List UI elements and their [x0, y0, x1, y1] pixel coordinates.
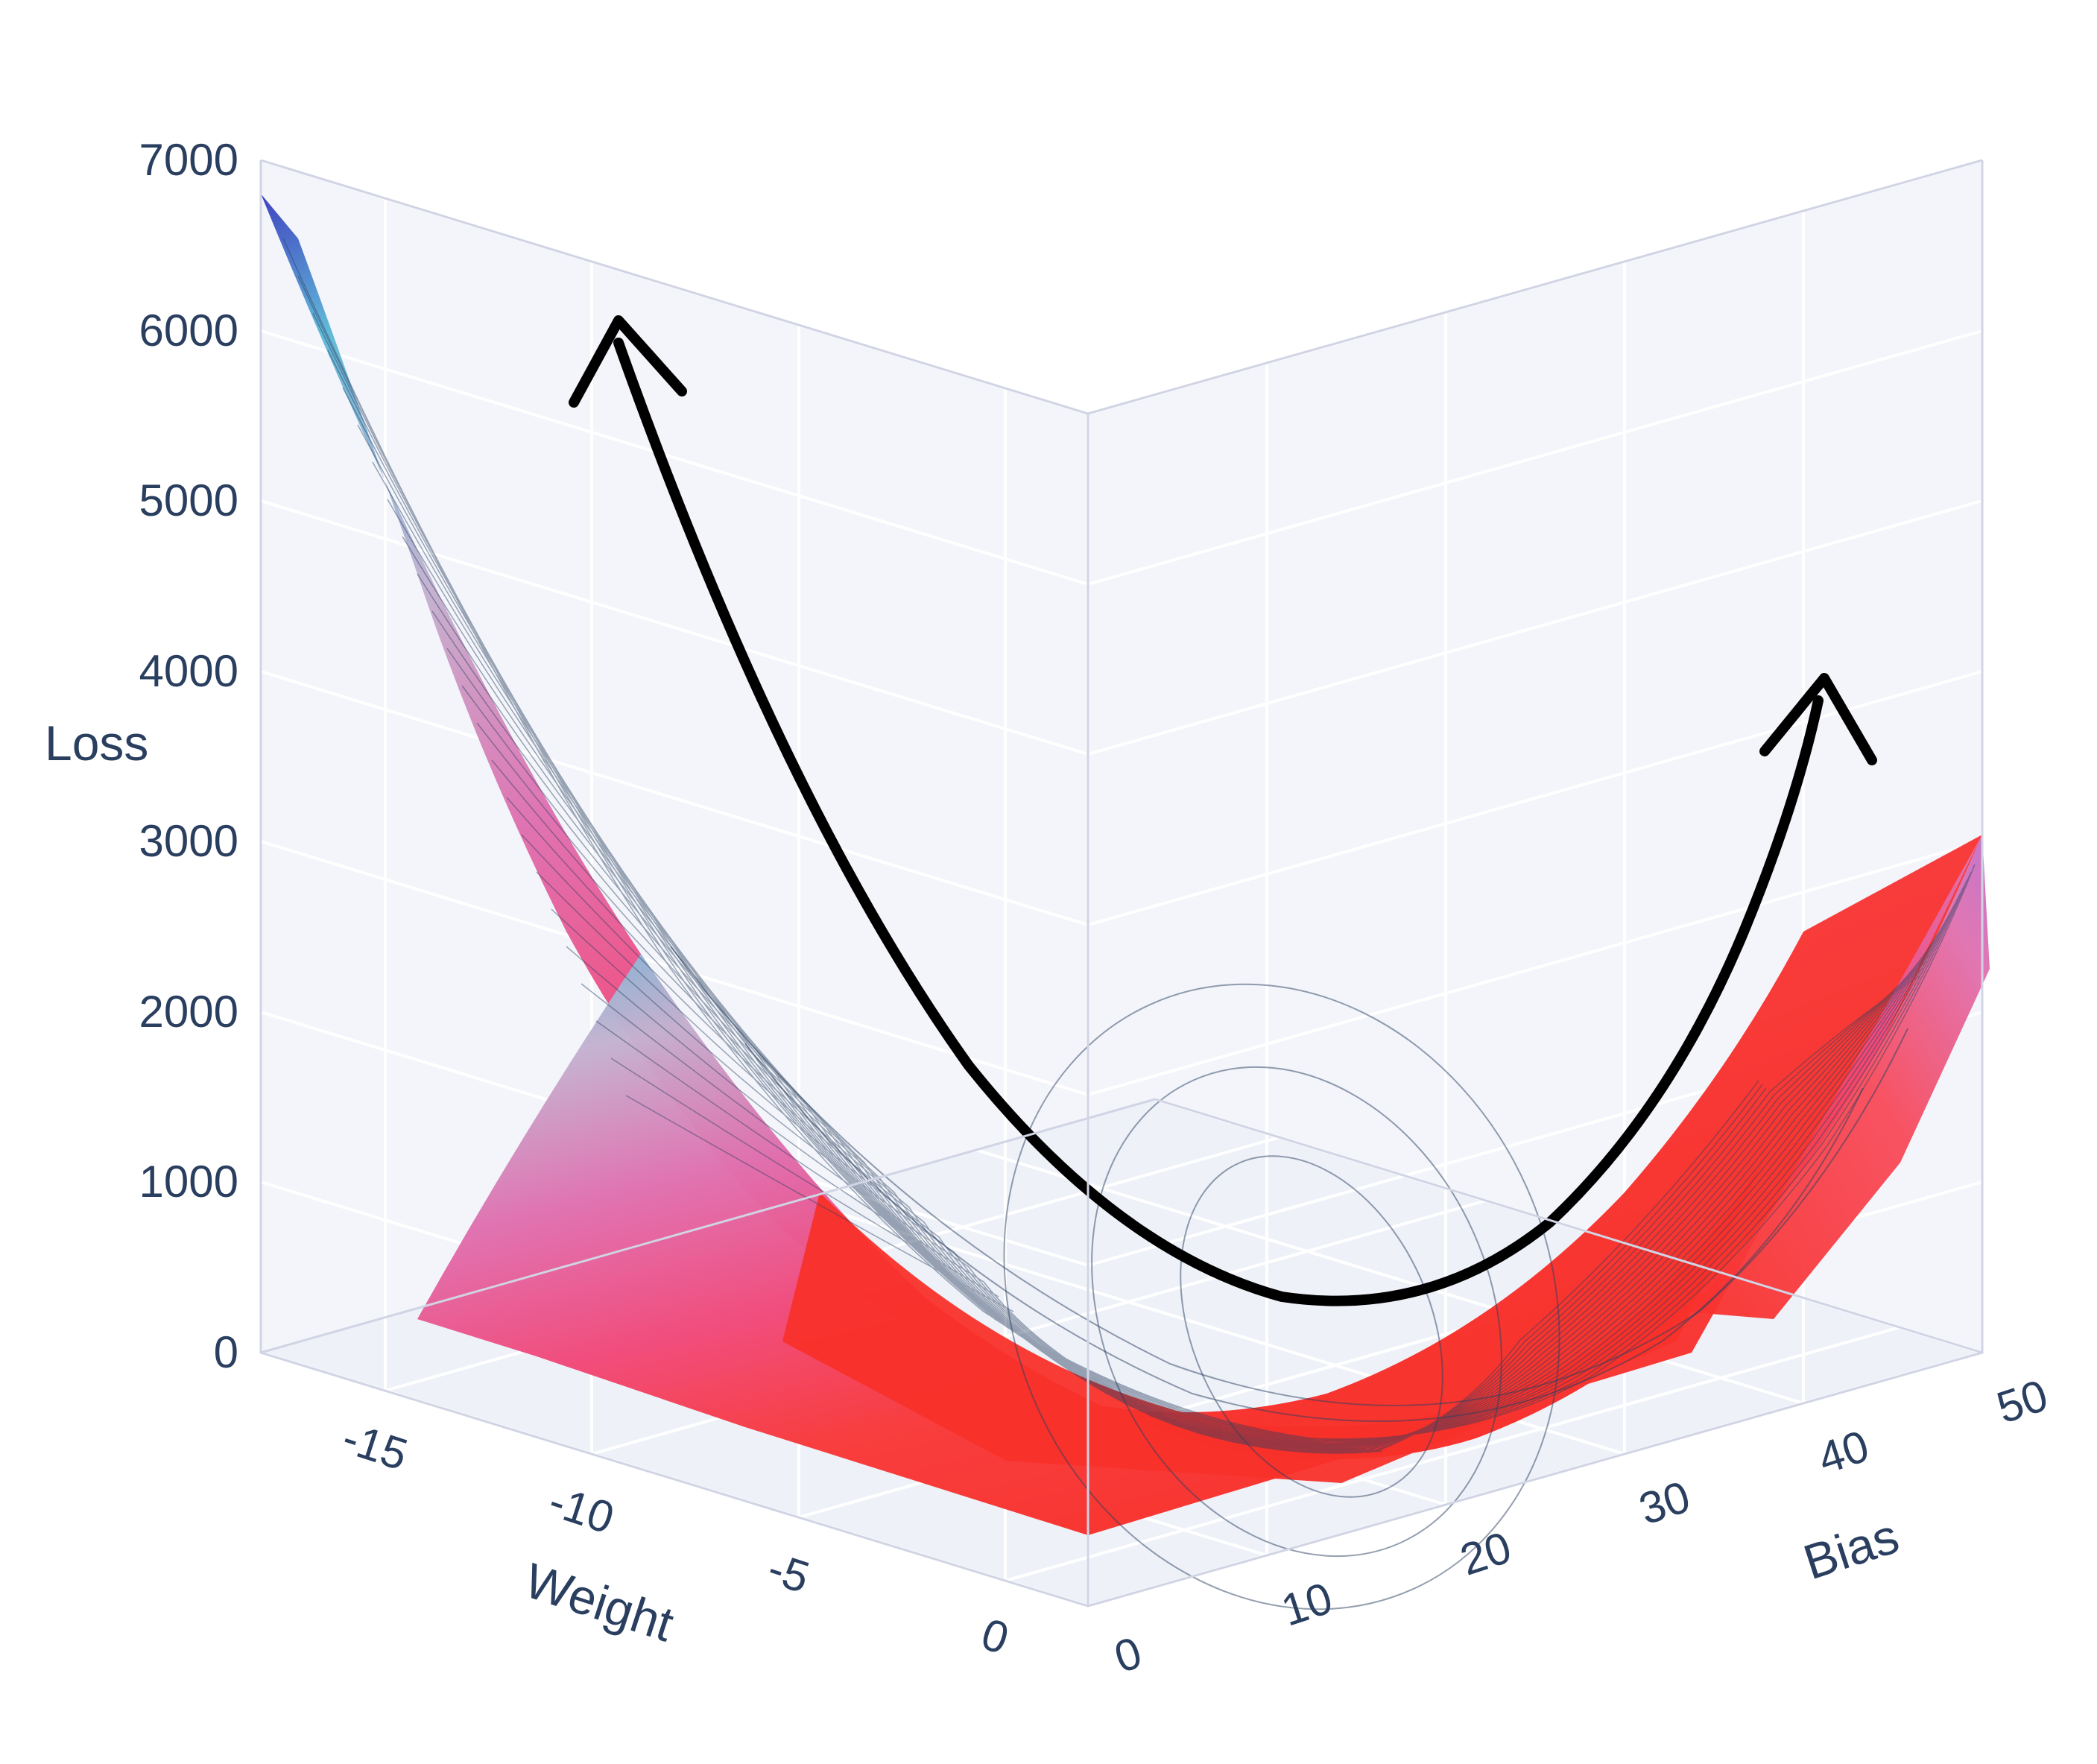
y-tick-0: 0 [1108, 1627, 1147, 1682]
z-axis-label: Loss [45, 715, 148, 771]
plot-svg: 0 1000 2000 3000 4000 5000 6000 7000 Los… [0, 0, 2097, 1764]
z-tick-5: 5000 [139, 475, 238, 525]
z-tick-7: 7000 [139, 135, 238, 185]
z-tick-6: 6000 [139, 306, 238, 355]
z-tick-0: 0 [214, 1327, 238, 1377]
y-tick-3: 30 [1633, 1471, 1696, 1534]
x-tick-1: -10 [543, 1476, 620, 1543]
x-axis-label: Weight [519, 1552, 680, 1651]
z-tick-4: 4000 [139, 646, 238, 696]
x-tick-0: -15 [337, 1412, 414, 1480]
z-tick-1: 1000 [139, 1157, 238, 1207]
x-tick-3: 0 [975, 1608, 1014, 1663]
y-axis-label: Bias [1797, 1508, 1905, 1590]
y-tick-5: 50 [1991, 1370, 2054, 1432]
loss-surface-3d-plot: 0 1000 2000 3000 4000 5000 6000 7000 Los… [0, 0, 2097, 1764]
y-tick-4: 40 [1812, 1420, 1875, 1483]
y-tick-2: 20 [1455, 1522, 1517, 1584]
z-tick-2: 2000 [139, 987, 238, 1037]
y-tick-1: 10 [1276, 1572, 1338, 1635]
z-tick-3: 3000 [139, 816, 238, 866]
x-tick-2: -5 [762, 1543, 815, 1602]
z-axis-ticks: 0 1000 2000 3000 4000 5000 6000 7000 [139, 135, 238, 1377]
